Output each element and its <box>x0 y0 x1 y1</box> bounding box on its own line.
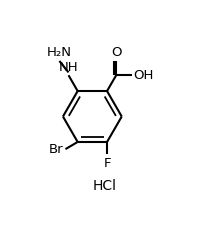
Text: HCl: HCl <box>93 179 116 193</box>
Text: OH: OH <box>132 69 153 82</box>
Text: H₂N: H₂N <box>47 46 72 59</box>
Text: NH: NH <box>58 61 78 74</box>
Text: Br: Br <box>48 143 63 156</box>
Text: F: F <box>103 157 110 170</box>
Text: O: O <box>111 46 122 59</box>
